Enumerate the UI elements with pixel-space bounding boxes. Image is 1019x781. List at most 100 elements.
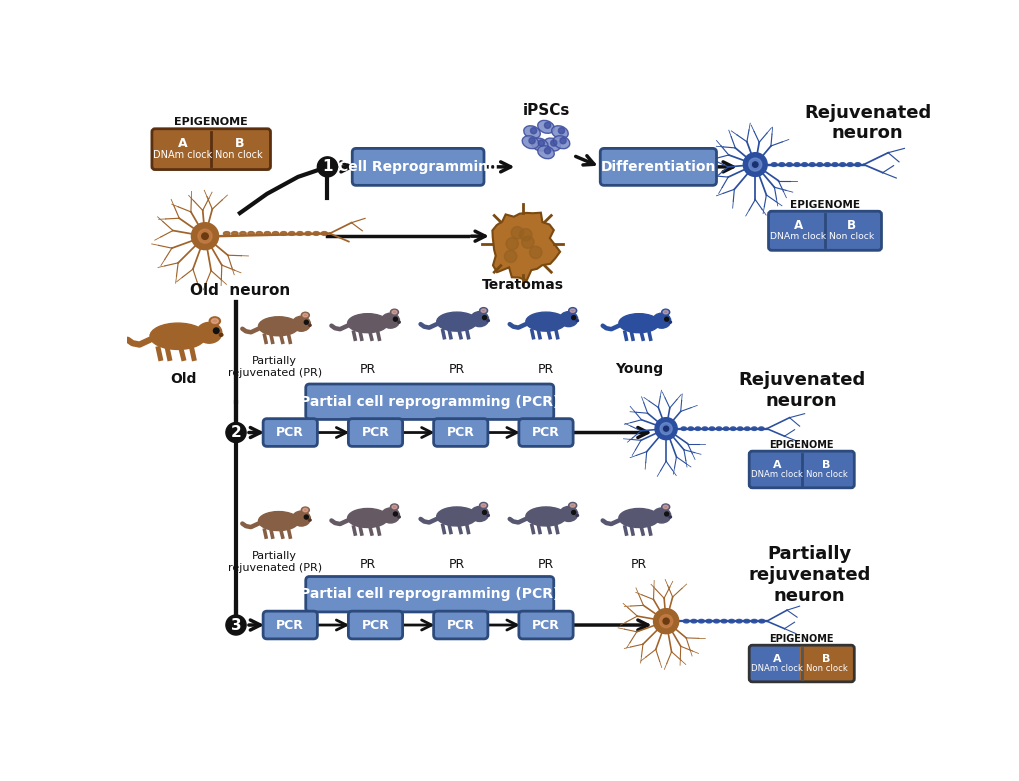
Circle shape — [530, 127, 536, 134]
FancyBboxPatch shape — [433, 612, 487, 639]
Ellipse shape — [347, 508, 387, 527]
FancyBboxPatch shape — [519, 612, 573, 639]
Text: A: A — [793, 219, 802, 232]
Ellipse shape — [559, 312, 577, 326]
Circle shape — [557, 127, 565, 134]
Ellipse shape — [743, 619, 749, 623]
Ellipse shape — [570, 504, 575, 507]
Circle shape — [225, 615, 246, 635]
Circle shape — [304, 515, 308, 519]
Circle shape — [538, 140, 544, 146]
Text: Partially
rejuvenated (PR): Partially rejuvenated (PR) — [227, 551, 322, 572]
Ellipse shape — [258, 317, 299, 336]
Text: EPIGENOME: EPIGENOME — [174, 117, 248, 127]
Text: PCR: PCR — [361, 426, 389, 439]
FancyBboxPatch shape — [348, 612, 403, 639]
Ellipse shape — [779, 162, 784, 166]
Ellipse shape — [576, 515, 578, 516]
FancyBboxPatch shape — [599, 148, 715, 185]
Text: 3: 3 — [230, 618, 242, 633]
Ellipse shape — [211, 319, 218, 323]
Ellipse shape — [730, 427, 735, 430]
FancyBboxPatch shape — [352, 148, 484, 185]
FancyBboxPatch shape — [433, 419, 487, 447]
Ellipse shape — [391, 310, 396, 314]
Ellipse shape — [668, 321, 671, 323]
Ellipse shape — [239, 232, 246, 235]
Ellipse shape — [751, 619, 756, 623]
Ellipse shape — [690, 619, 696, 623]
Text: B: B — [847, 219, 855, 232]
Text: Non clock: Non clock — [805, 665, 847, 673]
Circle shape — [482, 511, 486, 515]
Text: Cell Reprogramming: Cell Reprogramming — [338, 160, 497, 174]
Ellipse shape — [531, 138, 547, 151]
Ellipse shape — [522, 136, 538, 148]
Ellipse shape — [347, 314, 387, 333]
Text: DNAm clock: DNAm clock — [750, 470, 802, 480]
Text: Non clock: Non clock — [828, 232, 873, 241]
FancyBboxPatch shape — [152, 129, 270, 169]
Ellipse shape — [391, 505, 396, 508]
Ellipse shape — [681, 427, 686, 430]
Ellipse shape — [823, 162, 829, 166]
Circle shape — [213, 328, 219, 333]
Ellipse shape — [715, 427, 721, 430]
Ellipse shape — [397, 516, 399, 518]
Ellipse shape — [722, 427, 729, 430]
Ellipse shape — [303, 508, 308, 512]
Ellipse shape — [808, 162, 814, 166]
Ellipse shape — [481, 504, 486, 507]
Circle shape — [664, 512, 668, 516]
Text: PR: PR — [448, 363, 465, 376]
Ellipse shape — [770, 162, 776, 166]
Ellipse shape — [523, 126, 540, 139]
Circle shape — [653, 608, 678, 633]
Ellipse shape — [309, 519, 311, 521]
FancyBboxPatch shape — [749, 451, 854, 488]
Circle shape — [393, 512, 397, 516]
Ellipse shape — [619, 508, 658, 527]
Ellipse shape — [661, 504, 669, 510]
Text: B: B — [821, 654, 829, 664]
Ellipse shape — [569, 502, 576, 508]
Text: Partially
rejuvenated
neuron: Partially rejuvenated neuron — [748, 545, 870, 604]
Text: Old  neuron: Old neuron — [190, 283, 289, 298]
Ellipse shape — [694, 427, 700, 430]
Text: iPSCs: iPSCs — [522, 103, 570, 118]
Ellipse shape — [537, 120, 553, 134]
Ellipse shape — [297, 232, 303, 235]
Circle shape — [659, 615, 672, 628]
Ellipse shape — [736, 619, 742, 623]
Ellipse shape — [652, 313, 671, 328]
Ellipse shape — [744, 427, 749, 430]
Ellipse shape — [258, 512, 299, 530]
Circle shape — [559, 137, 566, 144]
Ellipse shape — [688, 427, 693, 430]
Ellipse shape — [537, 146, 553, 159]
Ellipse shape — [486, 319, 489, 322]
Ellipse shape — [708, 427, 714, 430]
Text: Differentiation: Differentiation — [600, 160, 715, 174]
Ellipse shape — [486, 515, 489, 516]
Circle shape — [544, 122, 550, 128]
Ellipse shape — [309, 324, 311, 326]
Text: PR: PR — [537, 363, 553, 376]
FancyBboxPatch shape — [348, 419, 403, 447]
Ellipse shape — [197, 323, 221, 343]
Text: Non clock: Non clock — [805, 470, 847, 480]
Text: PCR: PCR — [446, 426, 474, 439]
Ellipse shape — [381, 313, 399, 328]
Ellipse shape — [839, 162, 845, 166]
Ellipse shape — [436, 507, 477, 526]
Ellipse shape — [526, 507, 566, 526]
Text: PR: PR — [448, 558, 465, 572]
Text: Non clock: Non clock — [215, 150, 263, 160]
Text: B: B — [821, 460, 829, 469]
Text: 2: 2 — [230, 425, 242, 440]
Ellipse shape — [479, 308, 487, 314]
Circle shape — [529, 137, 535, 144]
Ellipse shape — [219, 333, 222, 337]
Circle shape — [550, 140, 556, 146]
Text: PR: PR — [360, 558, 376, 572]
